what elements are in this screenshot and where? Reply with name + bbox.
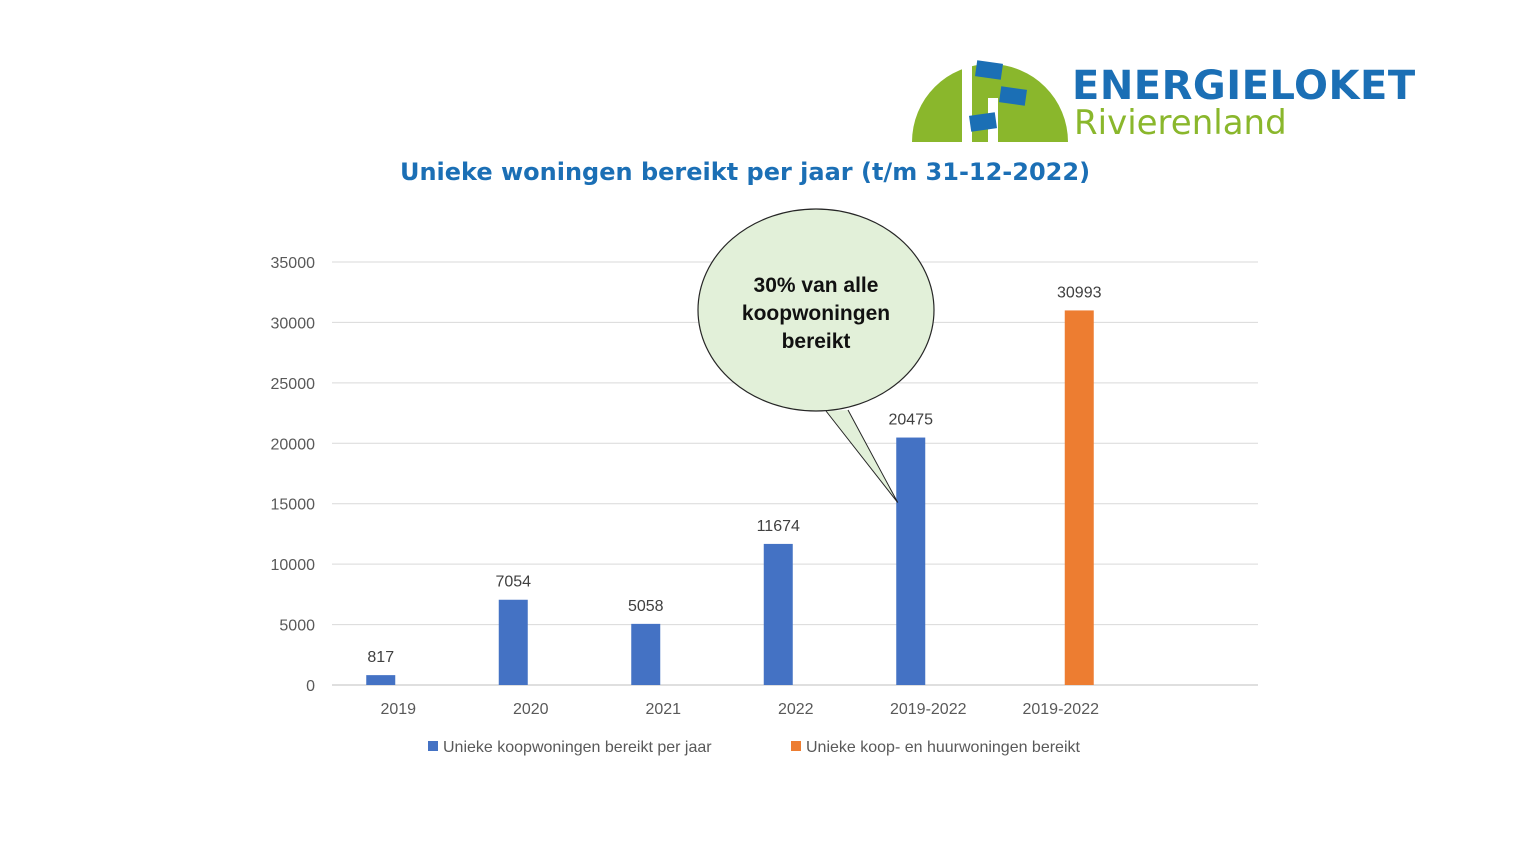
legend-swatch	[428, 741, 438, 751]
x-tick-label: 2020	[513, 701, 549, 718]
x-tick-label: 2019	[380, 701, 416, 718]
callout-bubble	[697, 208, 935, 412]
logo-word-rivierenland: Rivierenland	[1074, 103, 1287, 143]
data-label: 7054	[495, 574, 531, 591]
bar	[631, 623, 661, 685]
x-tick-label: 2019-2022	[1022, 701, 1099, 718]
legend-swatch	[791, 741, 801, 751]
data-label: 5058	[628, 598, 664, 615]
y-tick-label: 5000	[279, 618, 315, 635]
energieloket-logo	[910, 58, 1420, 148]
legend-label: Unieke koop- en huurwoningen bereikt	[806, 739, 1081, 756]
logo-word-energieloket: ENERGIELOKET	[1072, 63, 1416, 109]
y-tick-label: 15000	[271, 497, 316, 514]
y-tick-label: 30000	[271, 315, 316, 332]
bar	[896, 437, 926, 685]
bar	[498, 599, 528, 685]
x-tick-label: 2022	[778, 701, 814, 718]
y-tick-label: 25000	[271, 376, 316, 393]
y-tick-label: 20000	[271, 436, 316, 453]
callout-pointer	[825, 409, 899, 503]
bar	[1064, 310, 1094, 685]
callout-text-line: koopwoningen	[742, 302, 890, 325]
callout-text-line: 30% van alle	[754, 274, 879, 297]
bar	[366, 675, 396, 685]
data-label: 817	[367, 649, 394, 666]
y-tick-label: 0	[306, 678, 315, 695]
chart-title: Unieke woningen bereikt per jaar (t/m 31…	[399, 158, 1091, 186]
y-tick-label: 35000	[271, 255, 316, 272]
data-label: 20475	[889, 412, 934, 429]
y-tick-label: 10000	[271, 557, 316, 574]
callout-text-line: bereikt	[782, 330, 851, 353]
data-label: 11674	[757, 518, 800, 535]
legend-label: Unieke koopwoningen bereikt per jaar	[443, 739, 712, 756]
x-tick-label: 2019-2022	[890, 701, 967, 718]
bar	[763, 543, 793, 685]
data-label: 30993	[1057, 284, 1102, 301]
x-tick-label: 2021	[645, 701, 681, 718]
house-arc-logo-icon	[912, 60, 1068, 142]
